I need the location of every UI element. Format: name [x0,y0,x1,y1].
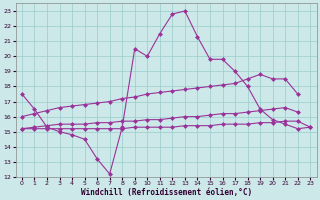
X-axis label: Windchill (Refroidissement éolien,°C): Windchill (Refroidissement éolien,°C) [81,188,252,197]
